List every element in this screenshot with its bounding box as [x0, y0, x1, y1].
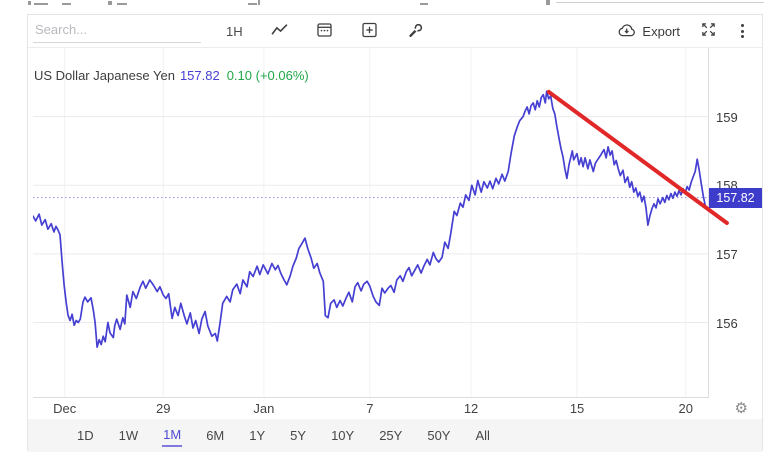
- tab-range-10y[interactable]: 10Y: [331, 428, 355, 443]
- current-price-tag: 157.82: [709, 187, 762, 208]
- fullscreen-expand-icon: [700, 21, 717, 41]
- tab-range-5y[interactable]: 5Y: [290, 428, 307, 443]
- plus-square-icon: [361, 22, 378, 41]
- chart-widget: 1H: [27, 14, 763, 452]
- tab-range-50y[interactable]: 50Y: [427, 428, 451, 443]
- settings-gear-icon[interactable]: ⚙: [734, 400, 748, 417]
- x-axis-label: Jan: [253, 401, 275, 416]
- more-menu-button[interactable]: [737, 22, 748, 40]
- tab-range-all[interactable]: All: [475, 428, 490, 443]
- export-label: Export: [642, 23, 680, 39]
- tab-range-25y[interactable]: 25Y: [379, 428, 403, 443]
- fullscreen-button[interactable]: [700, 21, 717, 41]
- chart-toolbar: 1H: [28, 15, 762, 48]
- price-change: 0.10 (+0.06%): [226, 68, 309, 83]
- x-axis-label: 12: [463, 401, 479, 416]
- price-chart-canvas[interactable]: [33, 48, 735, 398]
- search-box: [33, 19, 201, 43]
- tab-range-1d[interactable]: 1D: [77, 428, 94, 443]
- export-button[interactable]: Export: [616, 21, 680, 41]
- interval-selector[interactable]: 1H: [226, 23, 243, 39]
- x-axis-label: 15: [569, 401, 585, 416]
- tab-range-1w[interactable]: 1W: [118, 428, 139, 443]
- search-input[interactable]: [33, 19, 201, 43]
- line-chart-icon: [271, 22, 288, 40]
- y-axis-label: 159: [716, 109, 738, 125]
- date-range-button[interactable]: [316, 22, 333, 41]
- instrument-header: US Dollar Japanese Yen 157.82 0.10 (+0.06%…: [34, 68, 309, 83]
- y-axis-label: 157: [716, 246, 738, 262]
- chart-area[interactable]: US Dollar Japanese Yen 157.82 0.10 (+0.06%…: [28, 48, 762, 398]
- last-price: 157.82: [179, 68, 220, 83]
- tab-range-6m[interactable]: 6M: [206, 428, 225, 443]
- x-axis-label: 7: [366, 401, 374, 416]
- x-axis-label: Dec: [53, 401, 77, 416]
- x-axis-label: 20: [678, 401, 693, 416]
- wrench-icon: [406, 22, 423, 41]
- x-axis-label: 29: [156, 401, 171, 416]
- date-axis: Dec 29 Jan 7 12 15 20 ⚙: [28, 398, 762, 419]
- add-comparison-button[interactable]: [361, 22, 378, 41]
- tools-button[interactable]: [406, 22, 423, 41]
- calendar-icon: [316, 22, 333, 41]
- range-tab-bar: 1D 1W 1M 6M 1Y 5Y 10Y 25Y 50Y All: [28, 419, 762, 452]
- chart-type-button[interactable]: [271, 22, 288, 40]
- tab-range-1m[interactable]: 1M: [162, 424, 183, 447]
- cloud-download-icon: [616, 21, 637, 41]
- instrument-name: US Dollar Japanese Yen: [34, 68, 175, 83]
- y-axis-label: 156: [716, 315, 738, 331]
- tab-range-1y[interactable]: 1Y: [249, 428, 266, 443]
